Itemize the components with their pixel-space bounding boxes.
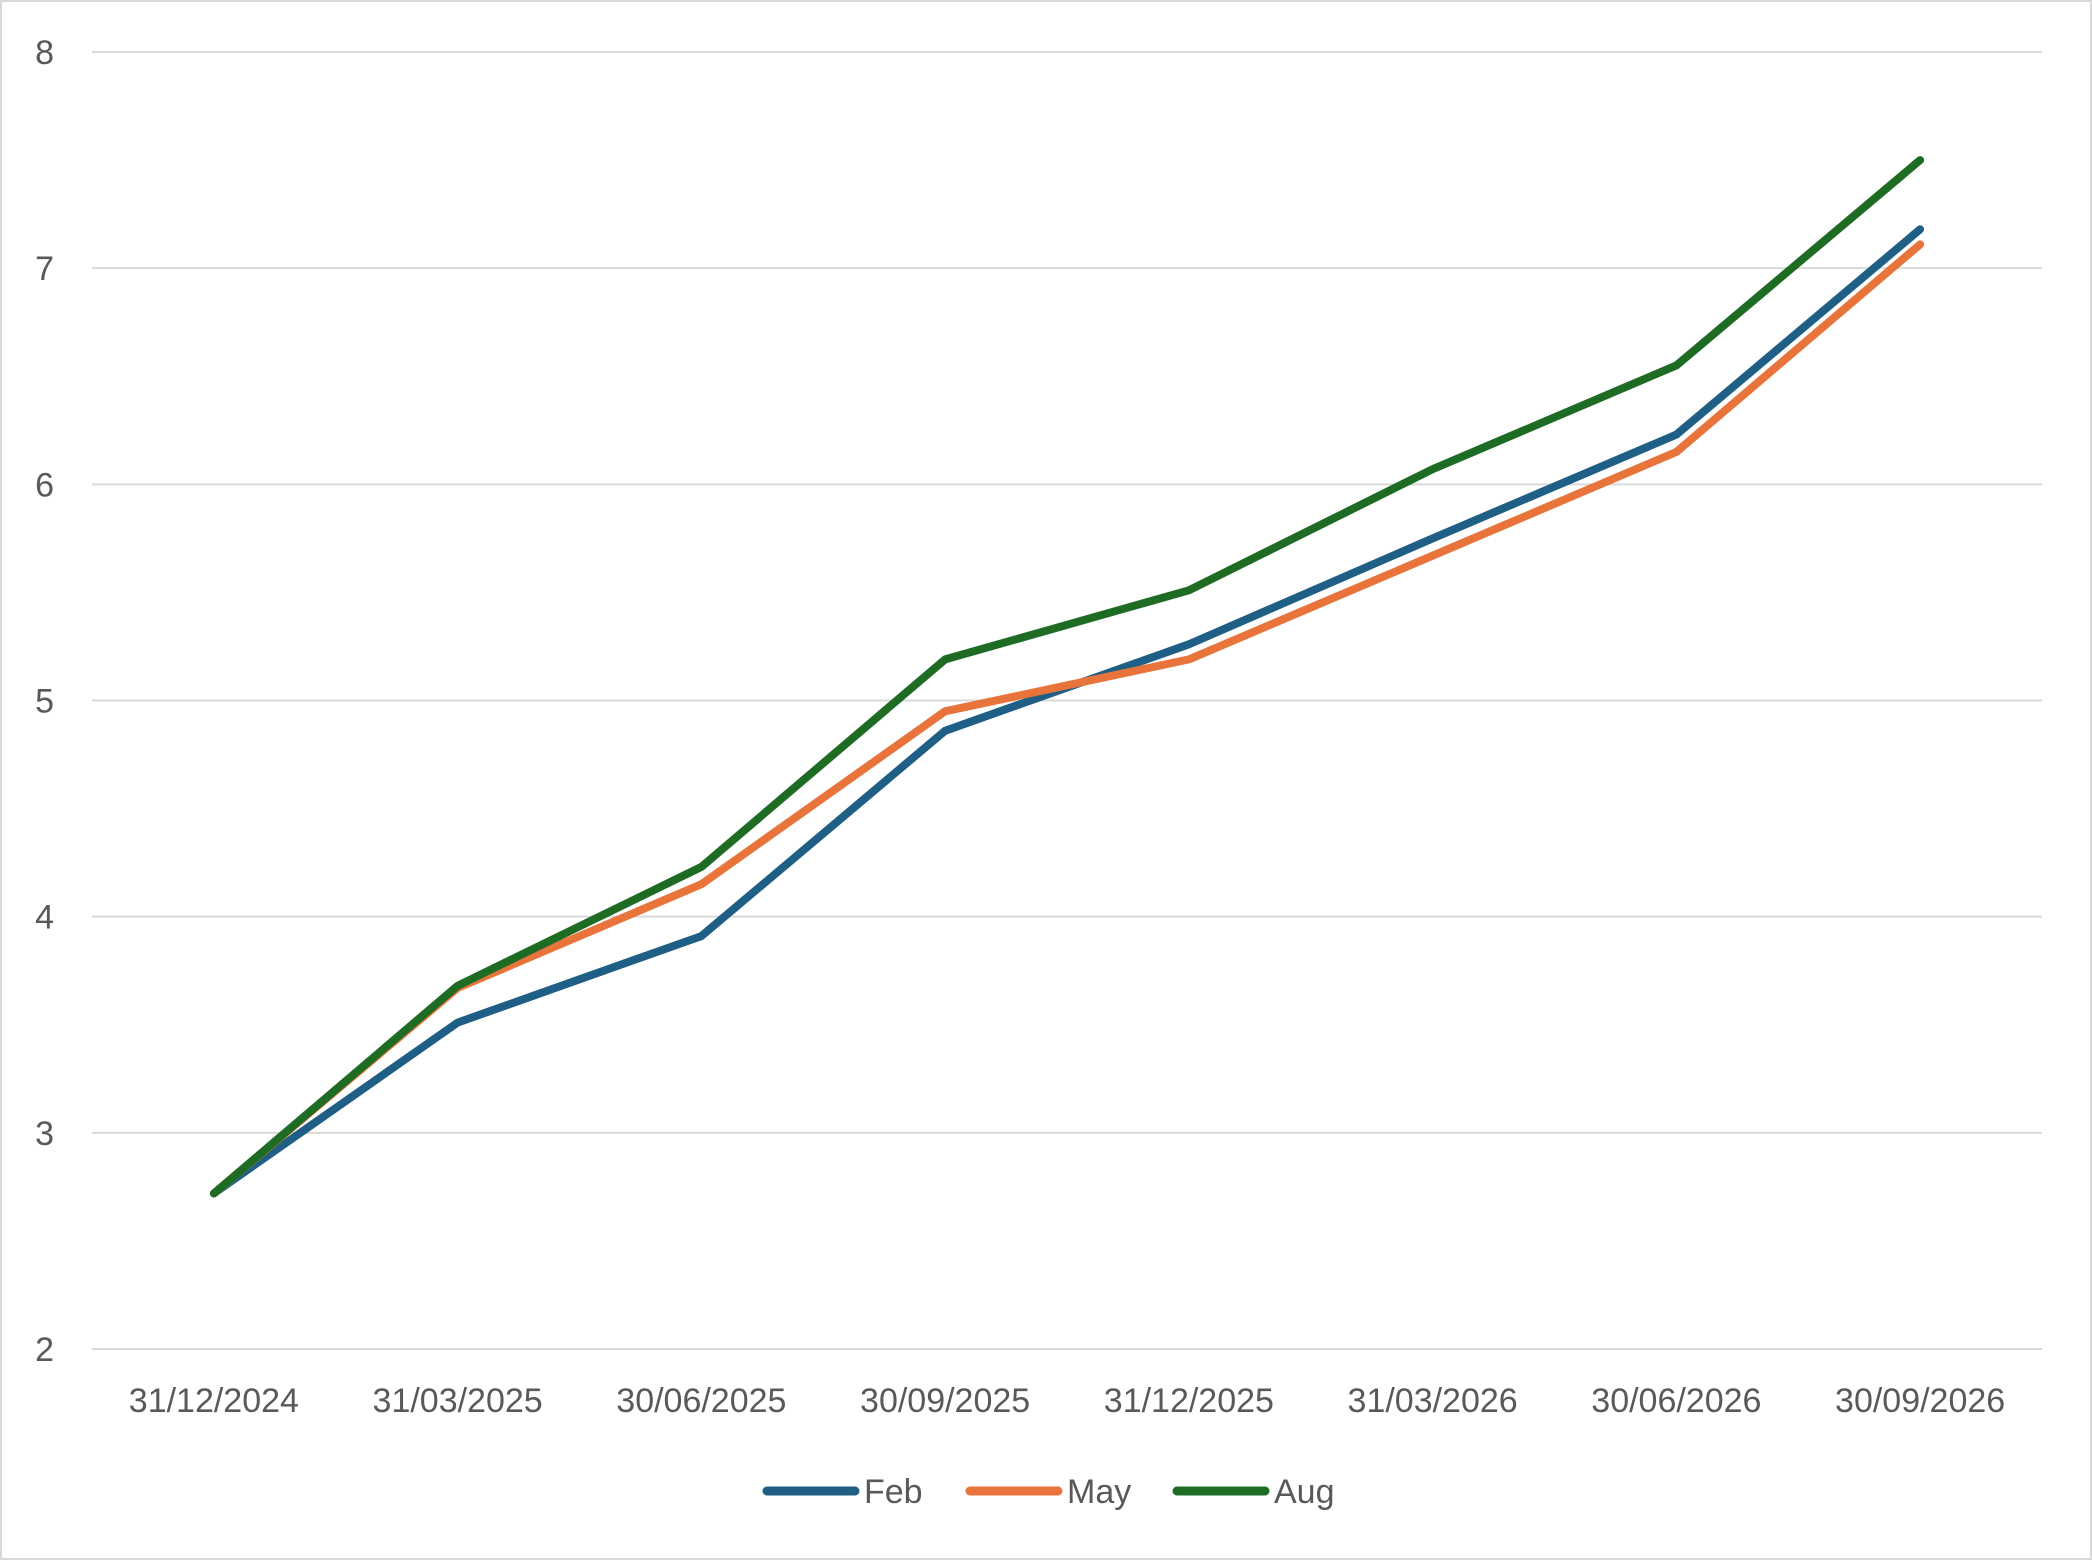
x-tick-label-4: 31/12/2025 xyxy=(1104,1382,1274,1420)
x-axis-ticks: 31/12/2024 31/03/2025 30/06/2025 30/09/2025… xyxy=(129,1382,2005,1420)
x-tick-label-6: 30/06/2026 xyxy=(1591,1382,1761,1420)
y-axis-ticks: 2 3 4 5 6 7 8 xyxy=(35,34,54,1369)
y-tick-label-7: 7 xyxy=(35,250,54,288)
series-line-aug xyxy=(209,156,1925,1198)
x-tick-label-7: 30/09/2026 xyxy=(1835,1382,2005,1420)
x-tick-label-3: 30/09/2025 xyxy=(860,1382,1030,1420)
legend-label-feb: Feb xyxy=(864,1473,923,1511)
legend: Feb May Aug xyxy=(762,1473,1335,1511)
gridlines xyxy=(92,51,2042,1350)
legend-label-may: May xyxy=(1067,1473,1131,1511)
x-tick-label-0: 31/12/2024 xyxy=(129,1382,299,1420)
series-lines xyxy=(209,156,1925,1198)
legend-label-aug: Aug xyxy=(1274,1473,1335,1511)
y-tick-label-5: 5 xyxy=(35,683,54,721)
y-tick-label-8: 8 xyxy=(35,34,54,72)
y-tick-label-3: 3 xyxy=(35,1115,54,1153)
series-line-may xyxy=(209,240,1925,1198)
x-tick-label-2: 30/06/2025 xyxy=(616,1382,786,1420)
y-tick-label-4: 4 xyxy=(35,899,54,937)
x-tick-label-5: 31/03/2026 xyxy=(1348,1382,1518,1420)
y-tick-label-2: 2 xyxy=(35,1331,54,1369)
x-tick-label-1: 31/03/2025 xyxy=(373,1382,543,1420)
y-tick-label-6: 6 xyxy=(35,466,54,504)
